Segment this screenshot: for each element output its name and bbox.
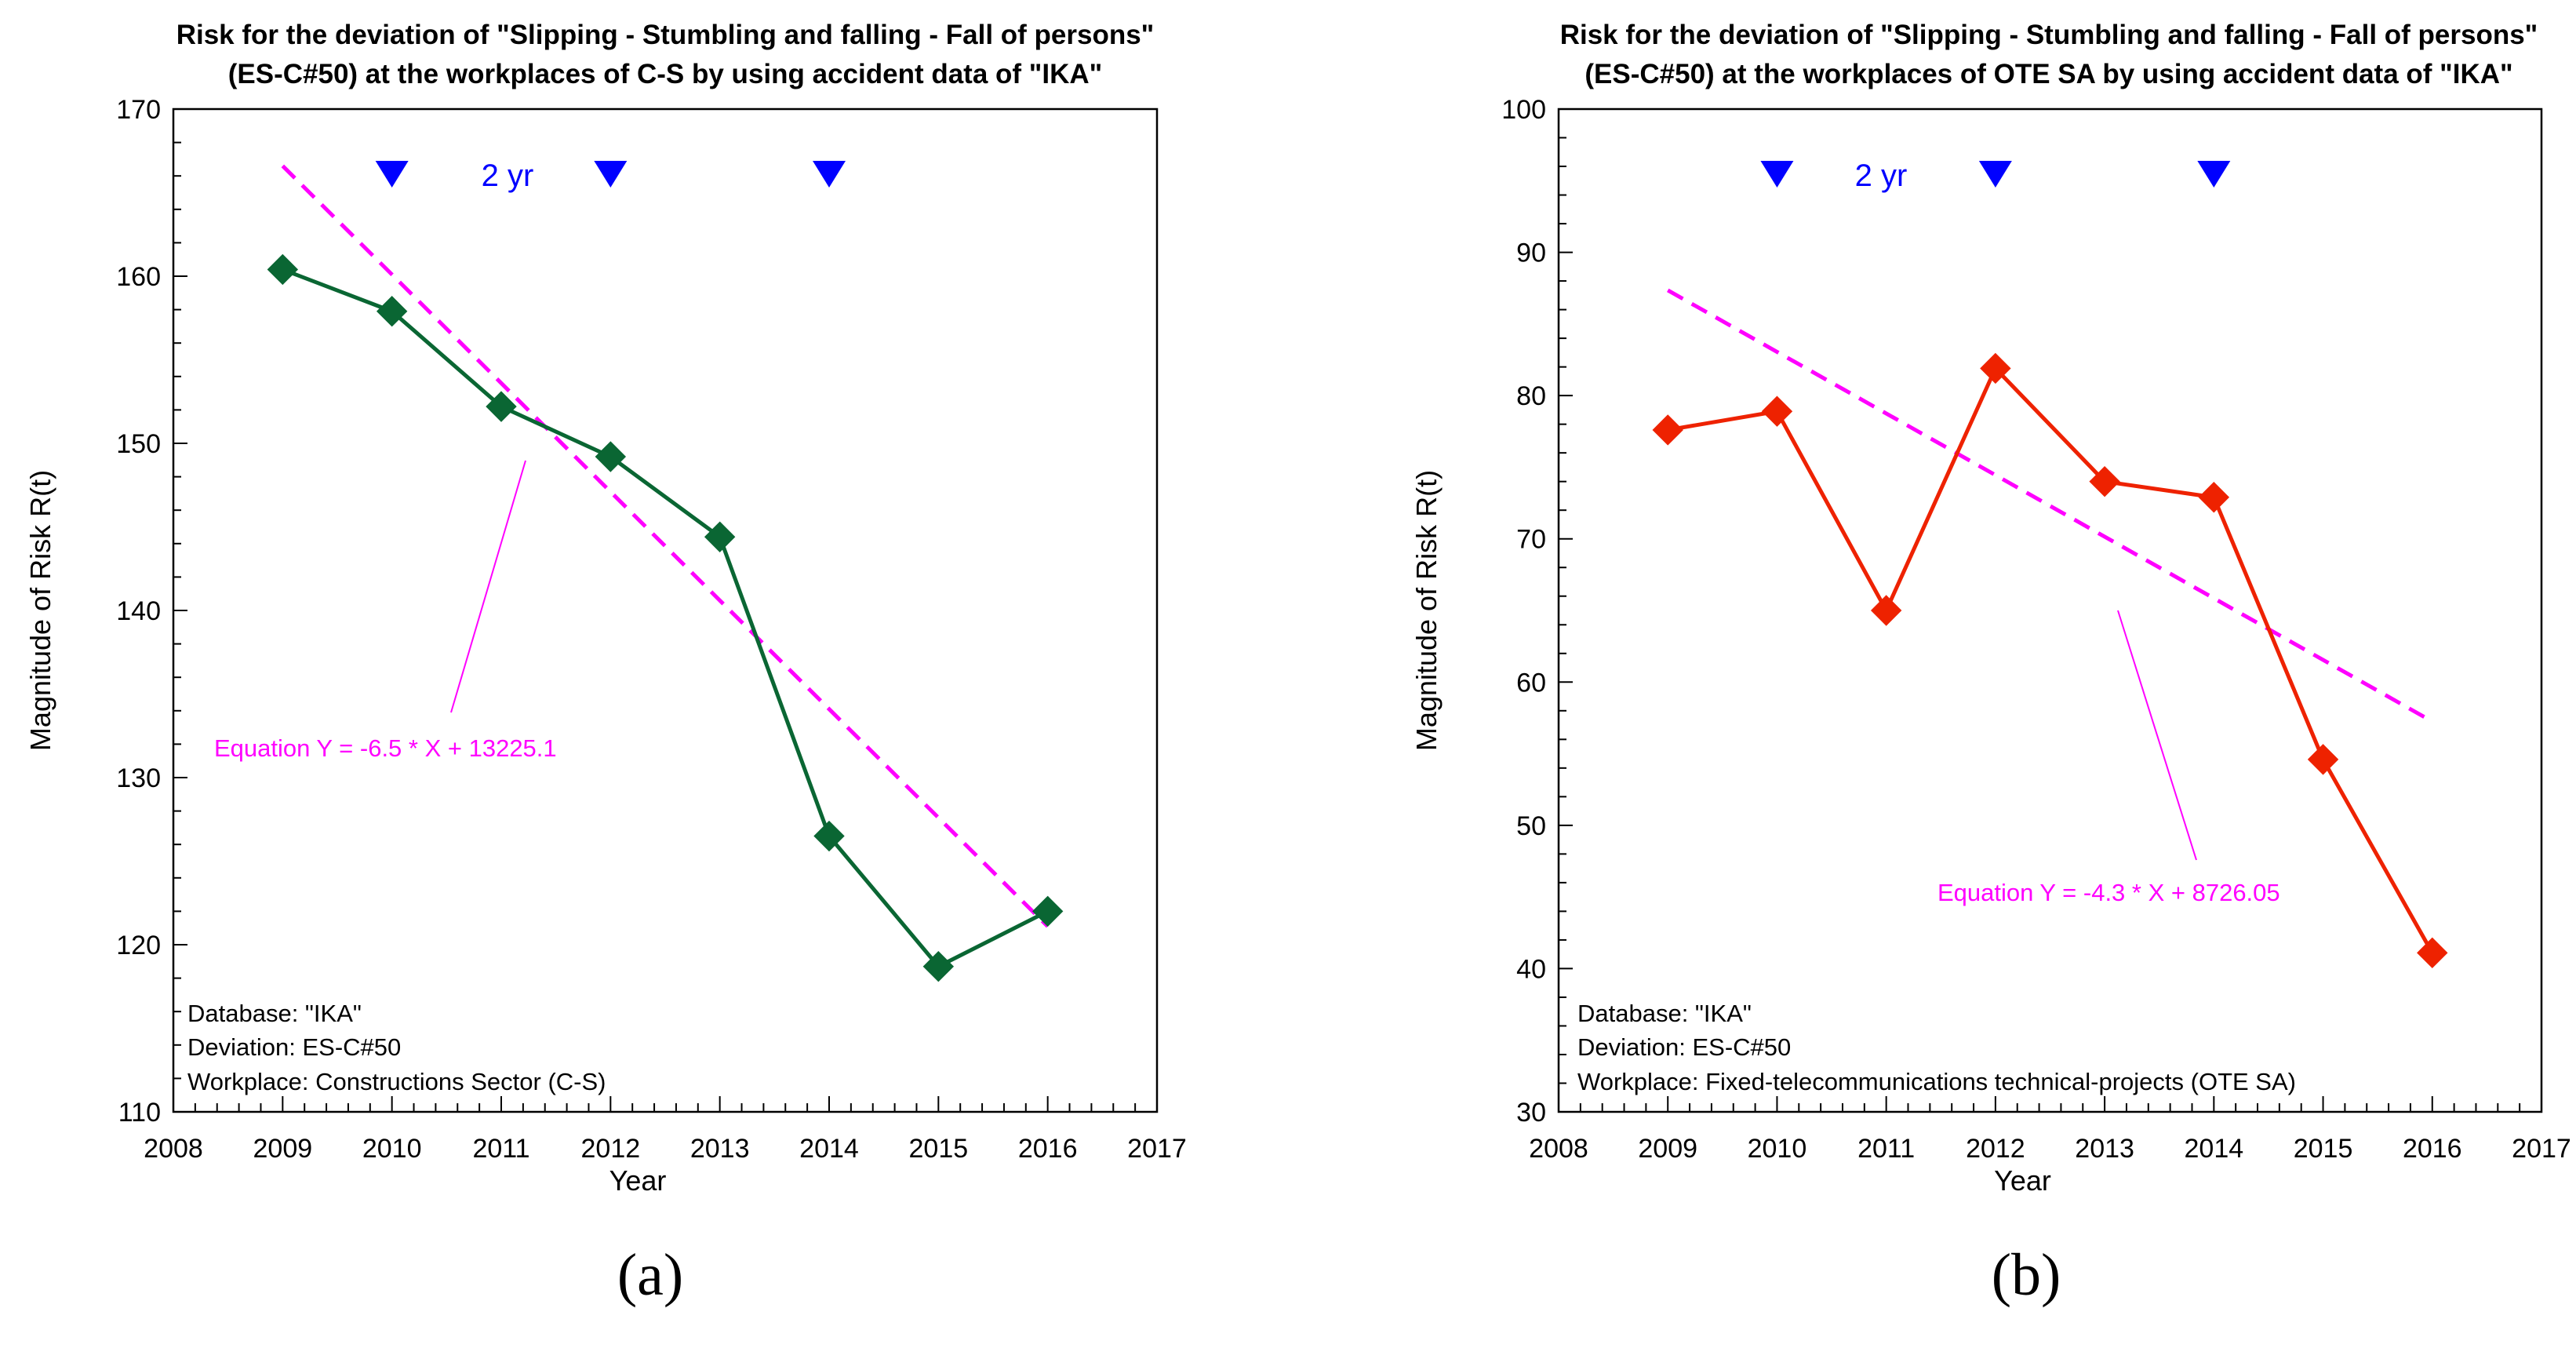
data-point-marker	[486, 391, 517, 422]
x-tick-label: 2010	[362, 1134, 422, 1164]
y-axis-label: Magnitude of Risk R(t)	[1410, 470, 1443, 751]
equation-leader-line	[2117, 610, 2197, 861]
x-tick-label: 2014	[2185, 1134, 2244, 1164]
plot-frame	[172, 107, 1159, 1113]
data-point-marker	[2417, 937, 2448, 969]
x-tick-label: 2015	[2294, 1134, 2353, 1164]
trendline-equation: Equation Y = -4.3 * X + 8726.05	[1937, 879, 2280, 906]
period-marker-triangle	[1978, 161, 2012, 188]
period-marker-triangle	[813, 161, 846, 188]
x-tick-label: 2010	[1748, 1134, 1807, 1164]
period-marker-triangle	[2197, 161, 2231, 188]
x-tick-label: 2015	[909, 1134, 969, 1164]
chart-panel-b: Risk for the deviation of "Slipping - St…	[1410, 20, 2571, 1308]
y-tick-label: 170	[116, 95, 161, 125]
x-tick-label: 2009	[1638, 1134, 1697, 1164]
x-tick-label: 2008	[1529, 1134, 1588, 1164]
data-point-marker	[704, 521, 736, 552]
info-line: Database: "IKA"	[187, 1000, 362, 1027]
data-point-marker	[1761, 395, 1793, 427]
chart-title-line: Risk for the deviation of "Slipping - St…	[176, 20, 1155, 50]
x-axis-label: Year	[609, 1164, 667, 1197]
x-tick-label: 2011	[1857, 1134, 1915, 1164]
series-line	[1667, 365, 2434, 954]
x-tick-label: 2017	[2512, 1134, 2571, 1164]
period-marker-triangle	[1760, 161, 1794, 188]
data-point-marker	[1031, 895, 1064, 927]
equation-leader-line	[450, 460, 526, 713]
x-tick-label: 2016	[1018, 1134, 1078, 1164]
panel-label: (a)	[617, 1242, 683, 1308]
panel-label: (b)	[1992, 1242, 2061, 1308]
x-tick-label: 2011	[472, 1134, 529, 1164]
y-tick-label: 80	[1516, 381, 1546, 411]
data-point-marker	[1652, 414, 1683, 446]
y-tick-label: 30	[1516, 1098, 1546, 1128]
trendline	[281, 164, 1050, 928]
plot-frame	[1557, 107, 2543, 1113]
chart-title-line: Risk for the deviation of "Slipping - St…	[1560, 20, 2538, 50]
y-tick-label: 150	[116, 429, 161, 459]
trendline	[1666, 288, 2434, 723]
x-tick-label: 2008	[144, 1134, 203, 1164]
y-tick-label: 40	[1516, 954, 1546, 984]
info-line: Database: "IKA"	[1577, 1000, 1752, 1027]
chart-title-line: (ES-C#50) at the workplaces of C-S by us…	[228, 59, 1103, 89]
x-tick-label: 2013	[2075, 1134, 2134, 1164]
data-point-marker	[2089, 465, 2120, 497]
series-line	[282, 268, 1049, 969]
x-tick-label: 2014	[799, 1134, 859, 1164]
y-tick-label: 130	[116, 763, 161, 793]
period-marker-triangle	[594, 161, 628, 188]
chart-title-line: (ES-C#50) at the workplaces of OTE SA by…	[1585, 59, 2512, 89]
data-point-marker	[267, 253, 299, 286]
data-point-marker	[2198, 482, 2230, 513]
y-tick-label: 140	[116, 596, 161, 626]
data-point-marker	[922, 950, 955, 982]
period-label: 2 yr	[482, 158, 534, 193]
x-tick-label: 2012	[581, 1134, 641, 1164]
info-line: Workplace: Constructions Sector (C-S)	[187, 1068, 606, 1095]
x-tick-label: 2016	[2403, 1134, 2462, 1164]
info-line: Deviation: ES-C#50	[1577, 1033, 1791, 1061]
trendline-equation: Equation Y = -6.5 * X + 13225.1	[214, 734, 557, 762]
y-tick-label: 100	[1501, 95, 1546, 125]
y-axis-label: Magnitude of Risk R(t)	[24, 470, 56, 751]
data-point-marker	[2307, 744, 2339, 775]
y-tick-label: 120	[116, 931, 161, 960]
data-point-marker	[813, 820, 845, 852]
data-point-marker	[595, 441, 627, 472]
y-tick-label: 50	[1516, 811, 1546, 841]
period-label: 2 yr	[1855, 158, 1908, 193]
x-axis-label: Year	[1994, 1164, 2051, 1197]
y-tick-label: 70	[1516, 525, 1546, 555]
y-tick-label: 60	[1516, 668, 1546, 698]
y-tick-label: 90	[1516, 239, 1546, 268]
info-line: Workplace: Fixed-telecommunications tech…	[1577, 1068, 2296, 1095]
x-tick-label: 2009	[253, 1134, 313, 1164]
chart-panel-a: Risk for the deviation of "Slipping - St…	[24, 20, 1187, 1308]
x-tick-label: 2013	[690, 1134, 750, 1164]
data-point-marker	[1980, 352, 2011, 384]
data-point-marker	[376, 296, 408, 327]
x-tick-label: 2017	[1127, 1134, 1187, 1164]
y-tick-label: 110	[118, 1098, 161, 1128]
info-line: Deviation: ES-C#50	[187, 1033, 401, 1061]
y-tick-label: 160	[116, 262, 161, 292]
data-point-marker	[1870, 595, 1902, 626]
x-tick-label: 2012	[1966, 1134, 2025, 1164]
period-marker-triangle	[375, 161, 409, 188]
